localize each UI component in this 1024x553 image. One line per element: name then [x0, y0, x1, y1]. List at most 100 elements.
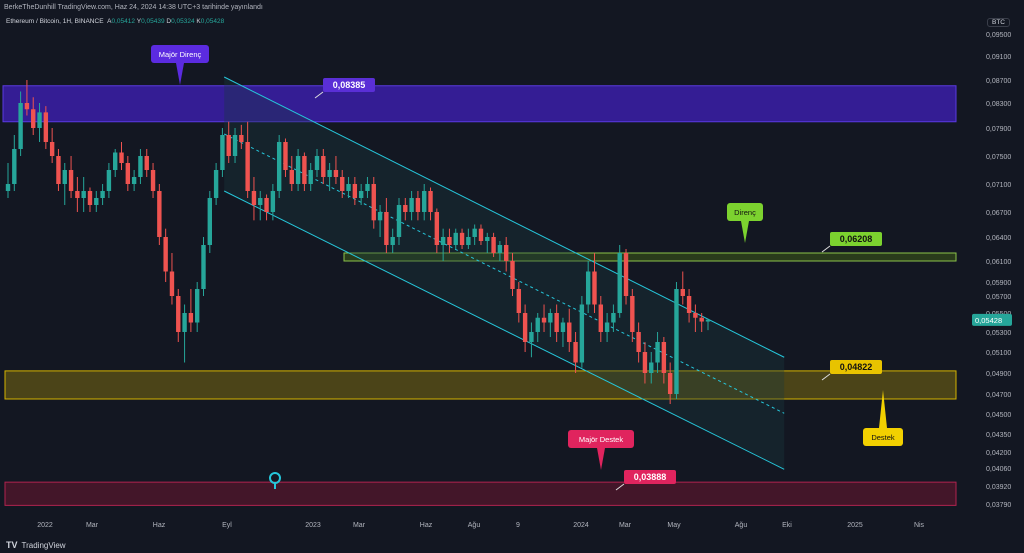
- candle-body: [623, 253, 629, 296]
- candle-body: [270, 191, 276, 212]
- candle-body: [207, 198, 213, 245]
- candle-body: [251, 191, 257, 205]
- price-tick-label: 0,04350: [986, 432, 1011, 439]
- candle-body: [459, 232, 465, 245]
- candle-body: [308, 170, 313, 184]
- candle-body: [510, 261, 515, 289]
- candle-body: [667, 373, 673, 394]
- candle-body: [220, 135, 225, 170]
- price-tick-label: 0,03920: [986, 484, 1011, 491]
- candle-body: [466, 237, 471, 245]
- candle-body: [548, 313, 553, 323]
- candle-body: [232, 135, 238, 156]
- candle-body: [535, 317, 540, 332]
- candle-body: [472, 228, 477, 237]
- candle-body: [213, 170, 219, 198]
- candle-body: [674, 289, 679, 394]
- candle-body: [434, 212, 440, 245]
- candle-body: [541, 317, 547, 323]
- zone-marker-arrow: [597, 448, 605, 470]
- candle-body: [655, 342, 660, 363]
- zone-marker-label: Direnç: [734, 208, 756, 217]
- candle-body: [649, 362, 654, 373]
- time-tick-label: Eki: [782, 522, 792, 529]
- callout-pointer: [314, 91, 324, 99]
- tradingview-logo-icon: TV: [6, 540, 18, 550]
- callout-box: [624, 470, 676, 484]
- candle-body: [453, 232, 458, 245]
- candle-body: [485, 237, 490, 241]
- candle-body: [384, 212, 389, 245]
- candle-body: [68, 170, 74, 191]
- candle-body: [295, 156, 301, 184]
- candle-body: [302, 156, 307, 184]
- candle-body: [327, 170, 332, 177]
- zone-3: [4, 481, 957, 506]
- symbol-label: Ethereum / Bitcoin, 1H, BINANCE: [6, 18, 104, 25]
- price-tick-label: 0,03790: [986, 502, 1011, 509]
- candle-body: [314, 156, 320, 170]
- price-tick-label: 0,06400: [986, 235, 1011, 242]
- price-tick-label: 0,04700: [986, 392, 1011, 399]
- candle-body: [157, 191, 162, 237]
- price-tick-label: 0,08300: [986, 101, 1011, 108]
- candle-body: [390, 237, 395, 245]
- zone-marker-label: Majör Direnç: [159, 50, 202, 59]
- candle-body: [522, 313, 528, 342]
- published-note: BerkeTheDunhill TradingView.com, Haz 24,…: [4, 4, 263, 11]
- candle-body: [491, 237, 496, 253]
- candle-body: [503, 245, 509, 261]
- candle-body: [560, 322, 566, 332]
- price-tick-label: 0,04200: [986, 450, 1011, 457]
- candle-body: [119, 152, 124, 163]
- candle-body: [409, 198, 414, 212]
- candle-body: [321, 156, 326, 177]
- candle-body: [5, 184, 11, 191]
- candle-body: [258, 198, 263, 205]
- candle-body: [283, 142, 288, 170]
- time-tick-label: 9: [516, 522, 520, 529]
- zone-marker-arrow: [176, 63, 184, 85]
- ohlc-open: A0,05412: [107, 18, 136, 25]
- footer: TV TradingView: [6, 540, 66, 550]
- candle-body: [686, 296, 692, 313]
- callout-box: [830, 232, 882, 246]
- candle-body: [131, 177, 137, 184]
- time-tick-label: 2024: [573, 522, 589, 529]
- zone-marker-box: [863, 428, 903, 446]
- candle-body: [125, 163, 131, 184]
- candle-body: [49, 142, 55, 156]
- candle-body: [276, 142, 282, 191]
- zone-2: [4, 370, 957, 400]
- price-tick-label: 0,05700: [986, 294, 1011, 301]
- candle-body: [100, 191, 105, 198]
- candle-body: [598, 304, 603, 332]
- channel-lower-line: [223, 190, 785, 470]
- candle-body: [699, 317, 704, 322]
- candle-body: [529, 332, 534, 342]
- zone-1: [343, 252, 957, 262]
- price-tick-label: 0,04060: [986, 466, 1011, 473]
- ohlc-high: Y0,05439: [136, 18, 165, 25]
- price-tick-label: 0,05900: [986, 280, 1011, 287]
- candle-body: [396, 205, 402, 237]
- currency-badge[interactable]: BTC: [987, 18, 1010, 27]
- price-tick-label: 0,09100: [986, 54, 1011, 61]
- callout-box: [323, 78, 375, 92]
- time-tick-label: Mar: [86, 522, 99, 529]
- candle-body: [636, 332, 641, 352]
- candle-body: [106, 170, 112, 191]
- price-tick-label: 0,04900: [986, 371, 1011, 378]
- price-tick-label: 0,06100: [986, 259, 1011, 266]
- candle-body: [554, 313, 559, 332]
- candle-body: [56, 156, 61, 184]
- price-tick-label: 0,06700: [986, 210, 1011, 217]
- candle-body: [31, 109, 36, 128]
- candle-body: [585, 271, 591, 305]
- candle-body: [43, 112, 49, 142]
- legend-ohlc: Ethereum / Bitcoin, 1H, BINANCE A0,05412…: [6, 18, 224, 25]
- time-tick-label: Mar: [619, 522, 632, 529]
- zone-marker-box: [568, 430, 634, 448]
- candle-body: [630, 296, 635, 332]
